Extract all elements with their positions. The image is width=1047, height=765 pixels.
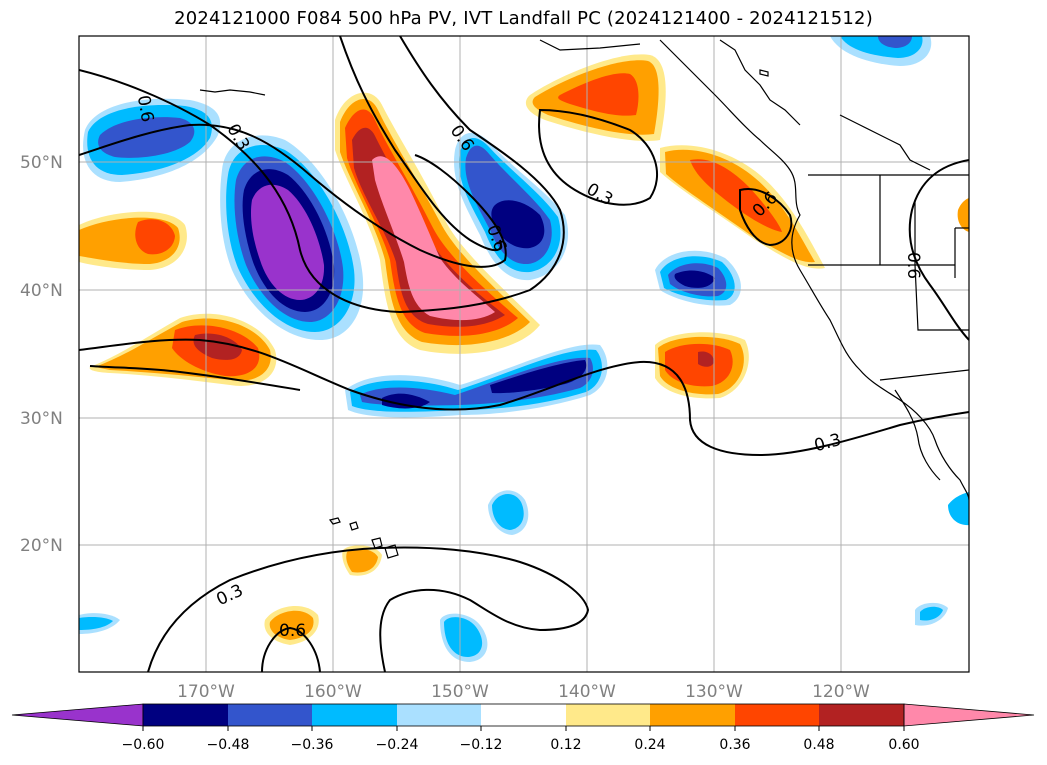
lon-label: 140°W bbox=[558, 682, 616, 702]
lon-label: 150°W bbox=[431, 682, 489, 702]
map-border bbox=[78, 35, 970, 673]
colorbar-tick-label: 0.36 bbox=[719, 737, 750, 753]
lat-label: 20°N bbox=[20, 536, 63, 556]
latitude-labels: 50°N 40°N 30°N 20°N bbox=[20, 153, 63, 556]
lat-label: 40°N bbox=[20, 281, 63, 301]
colorbar-segment bbox=[397, 704, 481, 726]
colorbar: −0.60 −0.48 −0.36 −0.24 −0.12 0.12 0.24 … bbox=[11, 703, 1035, 753]
colorbar-tick-label: −0.36 bbox=[291, 737, 334, 753]
contour-label: 0.6 bbox=[903, 252, 923, 279]
anomaly-small-blue-5 bbox=[948, 492, 969, 526]
graticule bbox=[79, 36, 969, 672]
contours bbox=[79, 36, 969, 672]
lat-label: 50°N bbox=[20, 153, 63, 173]
colorbar-extend-low bbox=[11, 703, 144, 727]
colorbar-segment bbox=[735, 704, 819, 726]
colorbar-segment bbox=[481, 704, 566, 726]
contour-label: 0.6 bbox=[133, 94, 157, 124]
coastlines bbox=[199, 39, 969, 559]
colorbar-segment bbox=[566, 704, 650, 726]
lon-label: 120°W bbox=[812, 682, 870, 702]
colorbar-tick-label: 0.60 bbox=[888, 737, 919, 753]
anomaly-east-edge-orange bbox=[957, 198, 969, 232]
colorbar-tick-label: 0.48 bbox=[803, 737, 834, 753]
colorbar-extend-high bbox=[903, 703, 1035, 727]
colorbar-tick-label: −0.60 bbox=[122, 737, 165, 753]
longitude-labels: 170°W 160°W 150°W 140°W 130°W 120°W bbox=[177, 682, 870, 702]
map-title: 2024121000 F084 500 hPa PV, IVT Landfall… bbox=[174, 8, 873, 29]
lat-label: 30°N bbox=[20, 409, 63, 429]
colorbar-tick-label: −0.24 bbox=[376, 737, 419, 753]
lon-label: 170°W bbox=[177, 682, 235, 702]
colorbar-segment bbox=[143, 704, 228, 726]
filled-anomalies bbox=[79, 36, 969, 662]
colorbar-segment bbox=[228, 704, 312, 726]
contour-label: 0.6 bbox=[279, 621, 306, 641]
colorbar-tick-label: 0.12 bbox=[550, 737, 581, 753]
colorbar-segment bbox=[650, 704, 735, 726]
colorbar-segment bbox=[312, 704, 397, 726]
colorbar-tick-label: 0.24 bbox=[634, 737, 665, 753]
colorbar-segment bbox=[819, 704, 904, 726]
lon-label: 160°W bbox=[304, 682, 362, 702]
colorbar-tick-label: −0.12 bbox=[460, 737, 503, 753]
lon-label: 130°W bbox=[685, 682, 743, 702]
colorbar-tick-label: −0.48 bbox=[207, 737, 250, 753]
